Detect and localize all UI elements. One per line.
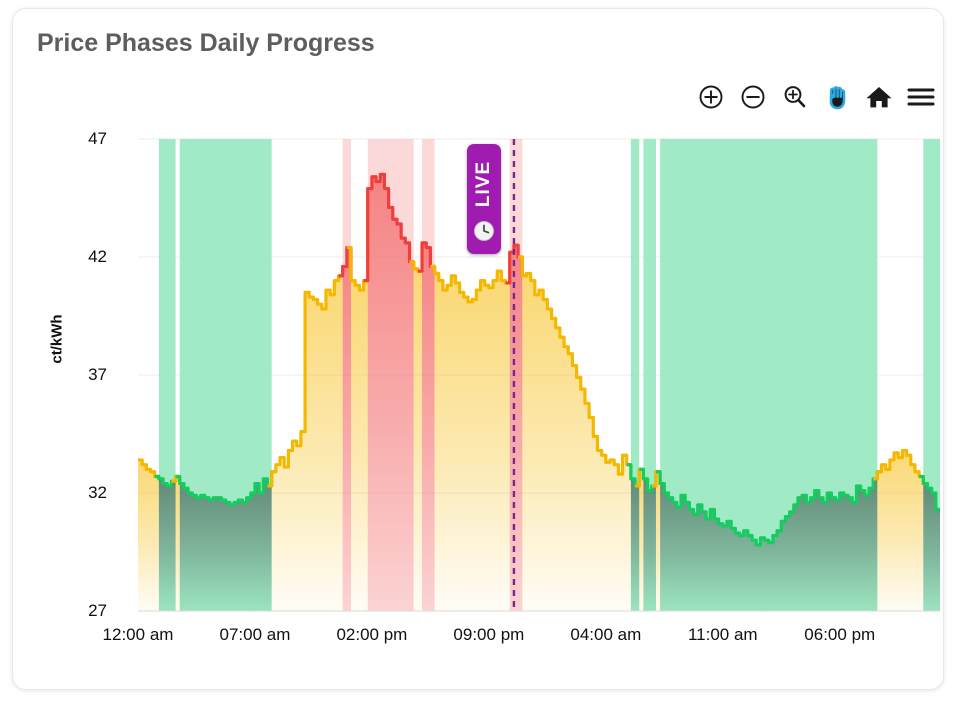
home-icon[interactable] — [865, 83, 893, 111]
clock-icon — [473, 220, 495, 247]
page-title: Price Phases Daily Progress — [37, 29, 375, 57]
price-phases-chart — [138, 138, 940, 612]
zoom-in-circle-icon[interactable] — [697, 83, 725, 111]
x-tick-label: 07:00 am — [219, 625, 291, 644]
live-marker[interactable]: LIVE — [466, 144, 501, 254]
chart-plot-area — [13, 9, 945, 691]
y-tick-label: 47 — [88, 129, 107, 148]
x-tick-label: 04:00 am — [570, 625, 642, 644]
y-tick-label: 37 — [88, 365, 107, 384]
x-tick-label: 02:00 pm — [336, 625, 408, 644]
menu-icon[interactable] — [907, 83, 935, 111]
y-tick-label: 32 — [88, 483, 107, 502]
chart-toolbar — [697, 83, 935, 111]
zoom-out-circle-icon[interactable] — [739, 83, 767, 111]
live-label: LIVE — [472, 160, 494, 208]
pan-hand-icon[interactable] — [823, 83, 851, 111]
chart-card: Price Phases Daily Progress — [12, 8, 944, 690]
y-tick-label: 27 — [88, 601, 107, 620]
zoom-select-icon[interactable] — [781, 83, 809, 111]
x-tick-label: 12:00 am — [102, 625, 174, 644]
x-tick-label: 11:00 am — [687, 625, 758, 644]
y-tick-label: 42 — [88, 247, 107, 266]
x-tick-label: 06:00 pm — [804, 625, 876, 644]
x-tick-label: 09:00 pm — [453, 625, 525, 644]
y-axis-label: ct/kWh — [48, 314, 66, 364]
